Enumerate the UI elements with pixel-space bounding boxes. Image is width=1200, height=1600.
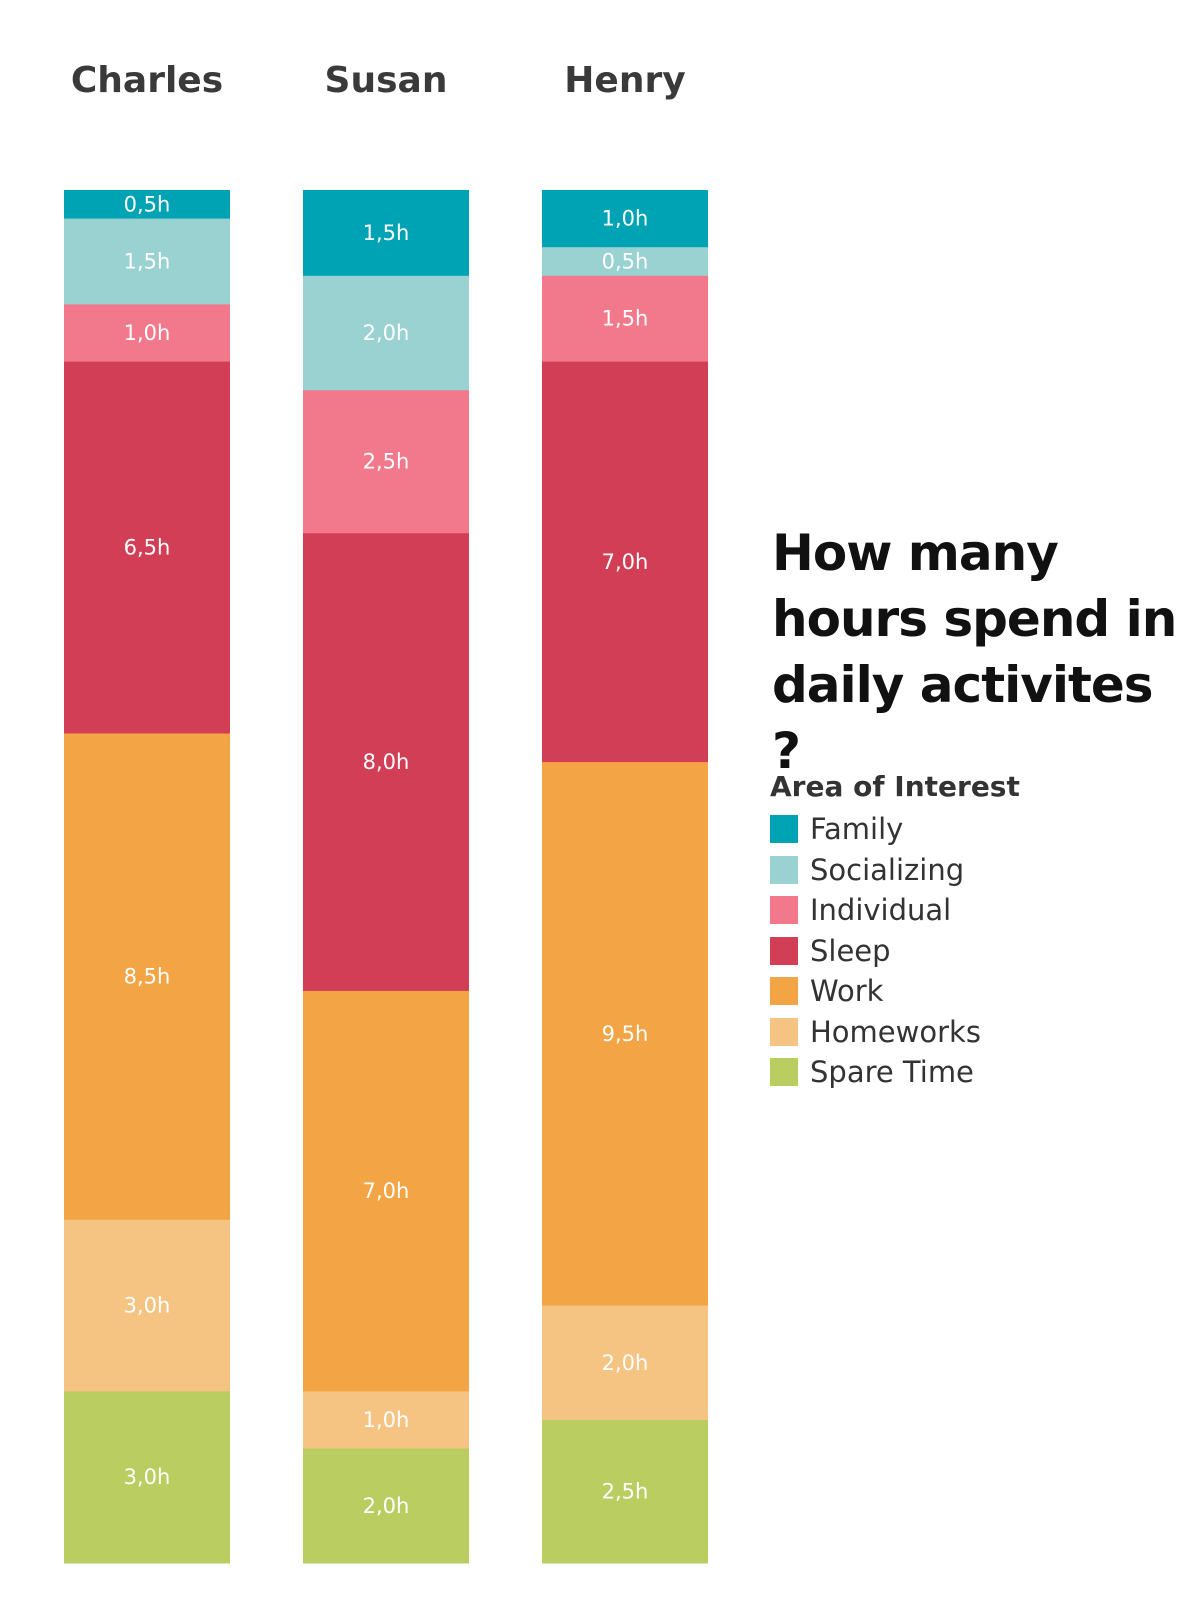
- data-label-henry-spare-time: 2,5h: [602, 1479, 649, 1503]
- legend-label-homeworks: Homeworks: [810, 1014, 981, 1049]
- data-label-susan-spare-time: 2,0h: [363, 1494, 410, 1518]
- data-label-henry-family: 1,0h: [602, 207, 649, 231]
- legend-label-sleep: Sleep: [810, 933, 891, 968]
- bar-segment-charles-family: [64, 190, 230, 220]
- legend-item-socializing: Socializing: [770, 850, 1190, 891]
- legend-label-spare-time: Spare Time: [810, 1055, 974, 1090]
- data-label-henry-individual: 1,5h: [602, 307, 649, 331]
- legend-item-individual: Individual: [770, 890, 1190, 931]
- bar-segment-henry-socializing: [542, 247, 708, 277]
- data-label-charles-socializing: 1,5h: [124, 250, 171, 274]
- bar-segment-henry-individual: [542, 275, 708, 363]
- legend-label-family: Family: [810, 812, 904, 847]
- data-label-susan-homeworks: 1,0h: [363, 1408, 410, 1432]
- bar-segment-henry-homeworks: [542, 1305, 708, 1421]
- bar-segment-henry-spare-time: [542, 1419, 708, 1564]
- chart-title-line-3: daily activites ?: [772, 656, 1154, 780]
- data-label-henry-homeworks: 2,0h: [602, 1351, 649, 1375]
- bar-segment-henry-sleep: [542, 361, 708, 763]
- legend-item-work: Work: [770, 971, 1190, 1012]
- bar-segment-susan-work: [303, 990, 469, 1392]
- data-label-charles-homeworks: 3,0h: [124, 1294, 171, 1318]
- data-label-henry-socializing: 0,5h: [602, 250, 649, 274]
- data-label-charles-work: 8,5h: [124, 965, 171, 989]
- bar-segment-charles-socializing: [64, 218, 230, 305]
- chart-title-line-1: How many: [772, 524, 1059, 582]
- legend-items: Family Socializing Individual Sleep Work Home…: [770, 809, 1190, 1093]
- legend-item-spare-time: Spare Time: [770, 1052, 1190, 1093]
- data-label-susan-individual: 2,5h: [363, 450, 410, 474]
- bar-segment-susan-sleep: [303, 533, 469, 992]
- legend-swatch-individual: [770, 896, 798, 925]
- data-label-susan-sleep: 8,0h: [363, 750, 410, 774]
- bar-segment-susan-socializing: [303, 275, 469, 391]
- bar-segment-charles-individual: [64, 304, 230, 363]
- legend-swatch-socializing: [770, 855, 798, 884]
- legend-label-socializing: Socializing: [810, 852, 965, 887]
- title-panel: How many hours spend in daily activites …: [772, 520, 1192, 784]
- data-label-charles-individual: 1,0h: [124, 321, 171, 345]
- data-label-charles-spare-time: 3,0h: [124, 1465, 171, 1489]
- bar-segment-susan-homeworks: [303, 1391, 469, 1450]
- legend-swatch-sleep: [770, 936, 798, 965]
- legend-swatch-homeworks: [770, 1017, 798, 1046]
- bar-segment-henry-work: [542, 762, 708, 1307]
- legend-item-homeworks: Homeworks: [770, 1012, 1190, 1053]
- data-label-susan-family: 1,5h: [363, 221, 410, 245]
- legend-swatch-family: [770, 815, 798, 844]
- legend-label-work: Work: [810, 974, 884, 1009]
- data-label-charles-sleep: 6,5h: [124, 536, 171, 560]
- bar-segment-susan-individual: [303, 390, 469, 534]
- legend-title: Area of Interest: [770, 770, 1020, 803]
- data-label-henry-sleep: 7,0h: [602, 550, 649, 574]
- bar-segment-charles-spare-time: [64, 1391, 230, 1564]
- legend-swatch-work: [770, 977, 798, 1006]
- column-label-henry: Henry: [564, 60, 685, 101]
- legend-label-individual: Individual: [810, 893, 952, 928]
- bar-segment-susan-family: [303, 190, 469, 277]
- bar-segment-charles-work: [64, 733, 230, 1221]
- data-label-henry-work: 9,5h: [602, 1022, 649, 1046]
- data-label-susan-work: 7,0h: [363, 1179, 410, 1203]
- bar-segment-charles-homeworks: [64, 1219, 230, 1392]
- legend: Area of Interest Family Socializing Indivi…: [770, 770, 1190, 1093]
- legend-swatch-spare-time: [770, 1058, 798, 1087]
- legend-item-sleep: Sleep: [770, 931, 1190, 972]
- column-label-charles: Charles: [71, 60, 223, 101]
- column-label-susan: Susan: [325, 60, 448, 101]
- bar-segment-henry-family: [542, 190, 708, 248]
- legend-item-family: Family: [770, 809, 1190, 850]
- data-label-charles-family: 0,5h: [124, 192, 171, 216]
- bar-segment-susan-spare-time: [303, 1448, 469, 1564]
- data-label-susan-socializing: 2,0h: [363, 321, 410, 345]
- bar-segment-charles-sleep: [64, 361, 230, 734]
- chart-title-line-2: hours spend in: [772, 590, 1177, 648]
